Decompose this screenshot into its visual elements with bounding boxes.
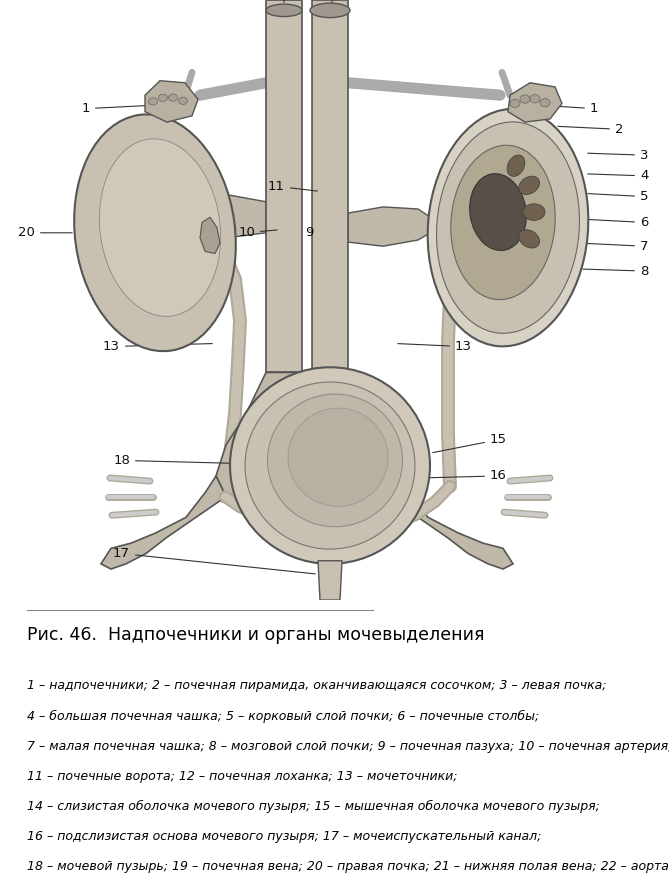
Ellipse shape	[179, 97, 187, 104]
Text: 15: 15	[433, 434, 507, 453]
Ellipse shape	[519, 176, 539, 194]
Text: 5: 5	[588, 190, 648, 203]
Polygon shape	[318, 561, 342, 600]
Polygon shape	[200, 217, 220, 253]
Polygon shape	[216, 372, 398, 497]
Polygon shape	[145, 81, 198, 122]
Ellipse shape	[470, 173, 527, 251]
Text: 7: 7	[583, 240, 648, 253]
Ellipse shape	[288, 408, 388, 506]
Ellipse shape	[245, 382, 415, 549]
Text: 1: 1	[82, 102, 145, 115]
Text: 16 – подслизистая основа мочевого пузыря; 17 – мочеиспускательный канал;: 16 – подслизистая основа мочевого пузыря…	[27, 830, 541, 844]
Ellipse shape	[100, 138, 221, 316]
Ellipse shape	[540, 99, 550, 107]
Ellipse shape	[451, 145, 555, 300]
Text: 4: 4	[588, 169, 648, 182]
Polygon shape	[388, 476, 513, 569]
Polygon shape	[312, 0, 348, 372]
Text: 6: 6	[588, 216, 648, 229]
Ellipse shape	[169, 94, 177, 102]
Polygon shape	[508, 82, 562, 122]
Text: 13: 13	[398, 340, 472, 353]
Text: 20: 20	[18, 226, 72, 239]
Text: 2: 2	[558, 123, 624, 136]
Ellipse shape	[530, 95, 540, 102]
Polygon shape	[348, 207, 443, 246]
Text: 4 – большая почечная чашка; 5 – корковый слой почки; 6 – почечные столбы;: 4 – большая почечная чашка; 5 – корковый…	[27, 710, 539, 723]
Text: 18: 18	[113, 454, 237, 467]
Ellipse shape	[74, 115, 235, 351]
Ellipse shape	[436, 122, 579, 333]
Text: 9: 9	[305, 226, 313, 239]
Ellipse shape	[159, 95, 167, 102]
Text: 21: 21	[276, 0, 292, 3]
Text: 22: 22	[324, 0, 341, 3]
Ellipse shape	[510, 99, 520, 108]
Ellipse shape	[519, 230, 539, 248]
Text: 1 – надпочечники; 2 – почечная пирамида, оканчивающаяся сосочком; 3 – левая почк: 1 – надпочечники; 2 – почечная пирамида,…	[27, 679, 606, 692]
Text: 19: 19	[158, 249, 215, 265]
Text: Рис. 46.  Надпочечники и органы мочевыделения: Рис. 46. Надпочечники и органы мочевыдел…	[27, 625, 484, 644]
Polygon shape	[266, 0, 302, 372]
Text: 18 – мочевой пузырь; 19 – почечная вена; 20 – правая почка; 21 – нижняя полая ве: 18 – мочевой пузырь; 19 – почечная вена;…	[27, 860, 668, 873]
Ellipse shape	[310, 4, 350, 18]
Ellipse shape	[266, 4, 302, 17]
Text: 14: 14	[298, 392, 324, 427]
Text: 8: 8	[583, 265, 648, 278]
Text: 12: 12	[454, 271, 477, 286]
Polygon shape	[101, 476, 226, 569]
Polygon shape	[156, 194, 266, 238]
Ellipse shape	[230, 367, 430, 564]
Ellipse shape	[149, 98, 157, 105]
Text: 1: 1	[548, 102, 599, 115]
Ellipse shape	[523, 204, 545, 221]
Ellipse shape	[507, 155, 525, 176]
Text: 3: 3	[588, 149, 648, 162]
Ellipse shape	[427, 109, 588, 346]
Text: 7 – малая почечная чашка; 8 – мозговой слой почки; 9 – почечная пазуха; 10 – поч: 7 – малая почечная чашка; 8 – мозговой с…	[27, 739, 669, 752]
Text: 16: 16	[423, 470, 507, 483]
Ellipse shape	[520, 95, 530, 103]
Text: 17: 17	[113, 547, 315, 574]
Text: 10: 10	[238, 226, 277, 239]
Text: 11 – почечные ворота; 12 – почечная лоханка; 13 – мочеточники;: 11 – почечные ворота; 12 – почечная лоха…	[27, 770, 457, 783]
Ellipse shape	[268, 394, 403, 526]
Text: 11: 11	[268, 180, 317, 193]
Text: 13: 13	[103, 340, 212, 353]
Text: 14 – слизистая оболочка мочевого пузыря; 15 – мышечная оболочка мочевого пузыря;: 14 – слизистая оболочка мочевого пузыря;…	[27, 800, 599, 813]
